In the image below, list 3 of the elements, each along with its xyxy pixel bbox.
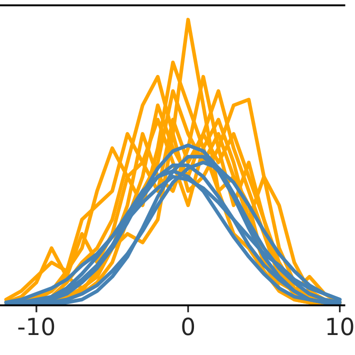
x-tick-label: -10 — [18, 318, 54, 336]
x-tick-label: 10 — [327, 318, 354, 336]
x-tick-label: 0 — [182, 318, 194, 336]
